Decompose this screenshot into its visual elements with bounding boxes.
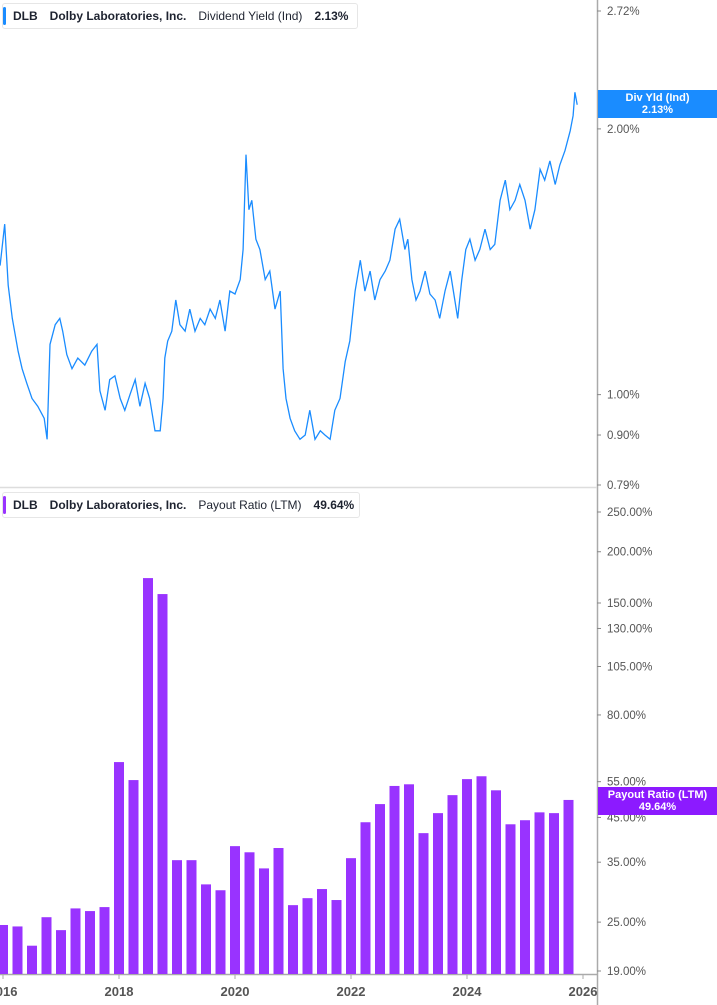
legend-color-swatch [3, 7, 6, 25]
payout-bar [128, 780, 139, 974]
payout-bar [70, 908, 81, 974]
payout-bar [462, 779, 472, 974]
payout-bar [331, 900, 342, 974]
y-tick-label: 80.00% [607, 710, 646, 722]
x-tick-label: 2022 [337, 984, 366, 999]
legend-company: Dolby Laboratories, Inc. [49, 9, 187, 23]
payout-bar [346, 858, 356, 974]
legend-company: Dolby Laboratories, Inc. [49, 498, 187, 512]
payout-bar [85, 911, 95, 974]
payout-bar [317, 889, 327, 974]
payout-bar [41, 917, 52, 974]
y-tick-label: 0.79% [607, 480, 640, 492]
legend-metric: Payout Ratio (LTM) [198, 498, 302, 512]
x-tick-label: 2024 [453, 984, 483, 999]
payout-bar [114, 762, 124, 974]
bottom-legend: DLB Dolby Laboratories, Inc. Payout Rati… [2, 492, 360, 518]
tag-value: 49.64% [638, 801, 677, 813]
payout-bars [0, 578, 574, 974]
tag-label: Div Yld (Ind) [625, 92, 690, 104]
legend-color-swatch [3, 496, 6, 514]
payout-bar [447, 795, 458, 974]
current-yield-tag: Div Yld (Ind) 2.13% [598, 90, 717, 118]
payout-bar [143, 578, 153, 974]
y-tick-label: 150.00% [607, 598, 652, 610]
payout-bar [375, 804, 385, 974]
y-tick-label: 45.00% [607, 812, 646, 824]
payout-bar [549, 813, 559, 974]
payout-bar [534, 812, 545, 974]
payout-bar [99, 907, 110, 974]
payout-bar [360, 822, 371, 974]
x-tick-label: 2016 [0, 984, 17, 999]
payout-bar [389, 785, 400, 974]
legend-ticker: DLB [13, 9, 38, 23]
tag-label: Payout Ratio (LTM) [607, 789, 708, 801]
payout-bar [27, 945, 37, 974]
top-legend: DLB Dolby Laboratories, Inc. Dividend Yi… [2, 3, 358, 29]
tag-value: 2.13% [641, 104, 674, 116]
payout-bar [433, 813, 443, 974]
payout-bar [418, 833, 429, 974]
y-tick-label: 2.00% [607, 124, 640, 136]
y-tick-label: 130.00% [607, 623, 652, 635]
payout-bar [505, 824, 516, 974]
legend-value: 49.64% [313, 498, 355, 512]
payout-bar [244, 852, 255, 974]
top-y-ticks: 2.72% 2.00% 1.00% 0.90% 0.79% [597, 6, 640, 492]
payout-bar [491, 790, 501, 974]
y-tick-label: 250.00% [607, 507, 652, 519]
legend-metric: Dividend Yield (Ind) [198, 9, 303, 23]
x-tick-label: 2018 [105, 984, 134, 999]
y-tick-label: 0.90% [607, 430, 640, 442]
y-tick-label: 105.00% [607, 662, 652, 674]
x-ticks: 2016 2018 2020 2022 2024 2026 [0, 974, 597, 999]
payout-bar [215, 890, 226, 974]
x-tick-label: 2020 [221, 984, 250, 999]
current-payout-tag: Payout Ratio (LTM) 49.64% [598, 787, 717, 815]
payout-bar [201, 884, 211, 974]
y-tick-label: 35.00% [607, 857, 646, 869]
y-tick-label: 2.72% [607, 6, 640, 18]
payout-bar [404, 784, 414, 974]
y-tick-label: 200.00% [607, 547, 652, 559]
payout-bar [230, 846, 240, 974]
y-tick-label: 1.00% [607, 390, 640, 402]
payout-bar [186, 860, 197, 974]
payout-bar [0, 924, 8, 974]
axes [0, 0, 599, 1005]
x-tick-label: 2026 [569, 984, 598, 999]
payout-bar [288, 905, 298, 974]
payout-bar [172, 860, 182, 974]
payout-bar [259, 868, 269, 974]
y-tick-label: 25.00% [607, 917, 646, 929]
payout-bar [563, 799, 574, 974]
y-tick-label: 19.00% [607, 966, 646, 978]
legend-value: 2.13% [314, 9, 349, 23]
bottom-y-ticks: 250.00% 200.00% 150.00% 130.00% 105.00% 80.00… [597, 507, 652, 978]
payout-bar [273, 848, 284, 974]
payout-bar [520, 820, 530, 974]
payout-bar [476, 776, 487, 974]
payout-bar [302, 898, 313, 974]
payout-bar [56, 930, 66, 974]
y-tick-label: 55.00% [607, 777, 646, 789]
payout-bar [12, 926, 23, 974]
payout-bar [157, 594, 168, 974]
dividend-yield-line [0, 92, 578, 442]
legend-ticker: DLB [13, 498, 38, 512]
